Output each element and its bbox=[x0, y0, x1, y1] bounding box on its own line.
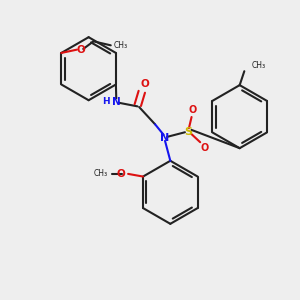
Text: O: O bbox=[76, 45, 85, 55]
Text: S: S bbox=[184, 127, 192, 136]
Text: O: O bbox=[200, 142, 208, 152]
Text: O: O bbox=[188, 105, 196, 115]
Text: N: N bbox=[160, 133, 169, 142]
Text: O: O bbox=[116, 169, 125, 179]
Text: O: O bbox=[141, 79, 149, 89]
Text: CH₃: CH₃ bbox=[113, 41, 128, 50]
Text: H: H bbox=[102, 97, 109, 106]
Text: N: N bbox=[112, 98, 120, 107]
Text: CH₃: CH₃ bbox=[93, 169, 107, 178]
Text: CH₃: CH₃ bbox=[252, 61, 266, 70]
